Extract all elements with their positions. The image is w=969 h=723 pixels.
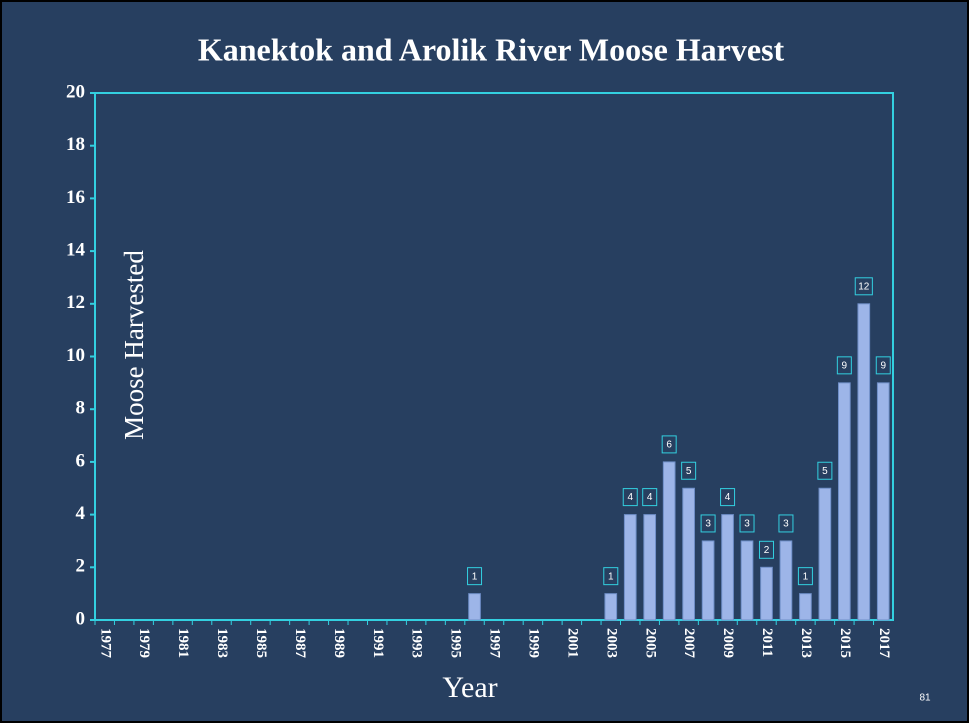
- data-label-box: [720, 488, 736, 507]
- x-tick-label: 2001: [564, 628, 580, 658]
- data-label: 12: [858, 281, 870, 292]
- data-label-box: [758, 540, 774, 559]
- x-tick-label: 1989: [331, 628, 347, 658]
- y-tick-label: 14: [66, 239, 86, 260]
- x-tick-label: 1999: [525, 628, 541, 658]
- data-label: 3: [744, 519, 750, 530]
- x-tick-label: 2003: [603, 628, 619, 658]
- bar: [779, 540, 793, 621]
- data-label: 4: [725, 492, 731, 503]
- x-tick-label: 2017: [876, 628, 892, 659]
- data-label: 9: [880, 360, 886, 371]
- bar: [838, 382, 851, 621]
- y-tick-label: 2: [76, 556, 86, 577]
- x-tick-label: 2011: [759, 628, 775, 657]
- x-tick-label: 2015: [837, 628, 853, 658]
- bar: [604, 593, 618, 621]
- data-label-box: [603, 567, 619, 586]
- data-label-box: [854, 277, 873, 296]
- x-tick-label: 2005: [642, 628, 658, 658]
- data-label: 3: [705, 519, 711, 530]
- bar: [818, 487, 832, 621]
- x-tick-label: 2009: [720, 628, 736, 658]
- data-label-box: [778, 514, 794, 533]
- x-tick-label: 1993: [409, 628, 425, 658]
- x-tick-label: 1991: [370, 628, 386, 658]
- x-tick-label: 1979: [136, 628, 152, 658]
- data-label-box: [681, 461, 697, 480]
- data-label-box: [836, 356, 852, 375]
- y-tick-label: 6: [76, 450, 86, 471]
- x-tick-label: 1977: [97, 628, 113, 659]
- y-axis-title: Moose Harvested: [119, 250, 149, 440]
- bar: [799, 593, 812, 621]
- x-tick-label: 1985: [253, 628, 269, 658]
- y-tick-label: 16: [66, 187, 85, 208]
- bar: [643, 514, 657, 621]
- bar: [760, 566, 773, 621]
- page-number: 81: [919, 693, 931, 704]
- bar: [662, 461, 676, 621]
- data-label-box: [467, 567, 483, 586]
- x-tick-label: 2013: [798, 628, 814, 658]
- data-label-box: [661, 435, 677, 454]
- bar: [682, 487, 695, 621]
- x-tick-label: 2007: [681, 628, 697, 659]
- data-label-box: [622, 488, 638, 507]
- data-label-box: [642, 488, 658, 507]
- data-label: 1: [472, 571, 478, 582]
- data-label: 6: [666, 440, 672, 451]
- bar: [701, 540, 715, 621]
- bar: [721, 514, 734, 621]
- y-tick-label: 4: [76, 503, 86, 524]
- data-label-box: [700, 514, 716, 533]
- data-label-box: [739, 514, 755, 533]
- y-tick-label: 10: [66, 345, 85, 366]
- data-label: 1: [803, 571, 809, 582]
- data-label: 4: [647, 492, 653, 503]
- x-tick-label: 1997: [487, 628, 503, 659]
- y-tick-label: 12: [66, 292, 85, 313]
- x-tick-label: 1981: [175, 628, 191, 658]
- y-tick-label: 18: [66, 134, 85, 155]
- data-label-box: [875, 356, 891, 375]
- chart-title: Kanektok and Arolik River Moose Harvest: [198, 31, 785, 67]
- data-label: 3: [783, 519, 789, 530]
- data-label-box: [817, 461, 833, 480]
- x-tick-label: 1995: [448, 628, 464, 658]
- data-label: 1: [608, 571, 614, 582]
- x-tick-label: 1983: [214, 628, 230, 658]
- bar: [876, 382, 890, 621]
- bar: [857, 303, 871, 621]
- y-tick-label: 8: [76, 398, 86, 419]
- y-tick-label: 20: [66, 81, 85, 102]
- data-label-box: [797, 567, 813, 586]
- data-label: 2: [764, 545, 770, 556]
- data-label: 4: [627, 492, 633, 503]
- bar: [623, 514, 637, 621]
- x-axis-title: Year: [442, 671, 497, 704]
- data-label: 5: [686, 466, 692, 477]
- bar: [468, 593, 481, 621]
- data-label: 9: [842, 360, 848, 371]
- bar: [740, 540, 754, 621]
- y-tick-label: 0: [76, 608, 86, 629]
- x-tick-label: 1987: [292, 628, 308, 659]
- data-label: 5: [822, 466, 828, 477]
